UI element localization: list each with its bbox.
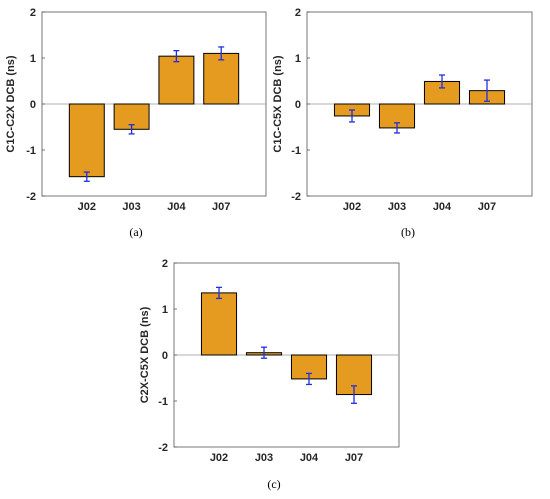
- x-tick-label-j02: J02: [78, 201, 96, 213]
- y-tick-label: -1: [291, 145, 301, 157]
- y-tick-label: 1: [162, 304, 168, 316]
- y-tick-label: -2: [291, 191, 301, 203]
- bar-j07: [203, 52, 240, 105]
- y-tick-label: 2: [30, 7, 36, 19]
- error-bar-j07: [351, 385, 357, 404]
- y-tick-label: 1: [295, 53, 301, 65]
- y-tick-label: 0: [162, 350, 168, 362]
- panel-label-b: (b): [401, 225, 415, 239]
- bar-j04: [158, 55, 195, 105]
- chart-panel-b: J02 J03 J04 J07 2 1 0 -1 -2 C1C-C5X DCB (ns) (b…: [272, 7, 533, 239]
- x-tick-label-j04: J04: [167, 201, 186, 213]
- x-tick-label-j04: J04: [300, 452, 319, 464]
- x-tick-label-j07: J07: [345, 452, 363, 464]
- error-bar-j04: [439, 74, 445, 89]
- error-bar-j02: [216, 286, 222, 300]
- error-bar-j04: [173, 49, 180, 63]
- error-bar-j07: [484, 79, 490, 102]
- y-tick-label: -2: [26, 191, 36, 203]
- x-tick-label-j02: J02: [343, 201, 361, 213]
- x-tick-label-j02: J02: [210, 452, 228, 464]
- x-tick-label-j03: J03: [388, 201, 406, 213]
- error-bar-j03: [394, 122, 400, 134]
- y-axis-label-a: C1C-C2X DCB (ns): [5, 55, 17, 153]
- y-axis-label-c: C2X-C5X DCB (ns): [139, 306, 151, 403]
- bar-j02: [200, 292, 238, 356]
- x-tick-label-j07: J07: [212, 201, 230, 213]
- panel-label-c: (c): [267, 477, 280, 491]
- y-tick-label: 2: [295, 7, 301, 19]
- y-tick-label: 0: [295, 99, 301, 111]
- y-tick-label: -2: [158, 442, 168, 454]
- error-bar-j03: [261, 346, 267, 359]
- y-tick-label: 0: [30, 99, 36, 111]
- panel-label-a: (a): [129, 225, 142, 239]
- bar-j02: [68, 103, 105, 178]
- chart-panel-c: J02 J03 J04 J07 2 1 0 -1 -2 C2X-C5X DCB (ns) (c…: [139, 258, 400, 491]
- y-tick-label: 1: [30, 53, 36, 65]
- y-tick-label: -1: [158, 396, 168, 408]
- x-tick-label-j03: J03: [255, 452, 273, 464]
- error-bar-j04: [306, 372, 312, 386]
- x-tick-label-j03: J03: [122, 201, 140, 213]
- x-tick-label-j07: J07: [478, 201, 496, 213]
- y-tick-label: -1: [26, 145, 36, 157]
- y-axis-label-b: C1C-C5X DCB (ns): [272, 55, 284, 153]
- error-bar-j02: [83, 171, 90, 182]
- y-tick-label: 2: [162, 258, 168, 270]
- x-tick-label-j04: J04: [433, 201, 452, 213]
- error-bar-j07: [218, 46, 225, 61]
- error-bar-j02: [349, 109, 355, 123]
- error-bar-j03: [128, 124, 135, 135]
- chart-panel-a: J02 J03 J04 J07 2 1 0 -1 -2 C1C-C2X DCB (ns) (a…: [5, 7, 267, 239]
